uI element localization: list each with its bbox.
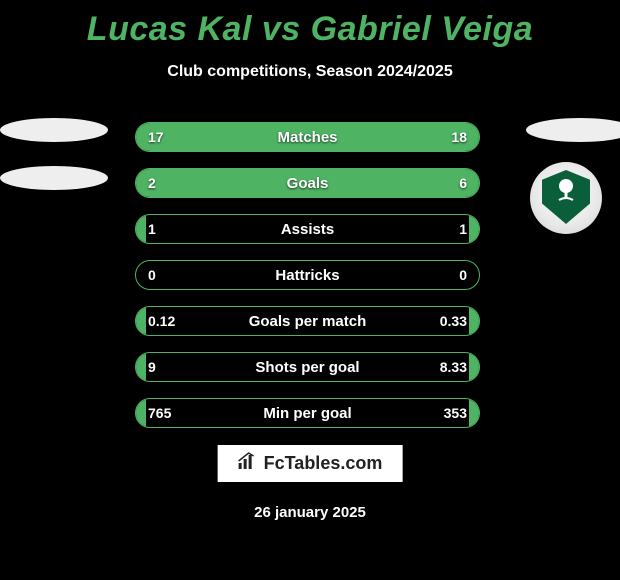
bar-right bbox=[469, 399, 479, 427]
stat-value-left: 765 bbox=[148, 399, 171, 427]
page-title: Lucas Kal vs Gabriel Veiga bbox=[0, 0, 620, 49]
stat-row-matches: 17 Matches 18 bbox=[135, 122, 480, 152]
bar-left bbox=[136, 215, 146, 243]
stat-row-goals: 2 Goals 6 bbox=[135, 168, 480, 198]
bar-left bbox=[136, 169, 222, 197]
stat-row-hattricks: 0 Hattricks 0 bbox=[135, 260, 480, 290]
player1-badge-placeholder bbox=[0, 118, 108, 142]
stat-row-mpg: 765 Min per goal 353 bbox=[135, 398, 480, 428]
stat-label: Assists bbox=[136, 215, 479, 243]
stat-value-right: 353 bbox=[444, 399, 467, 427]
stat-row-spg: 9 Shots per goal 8.33 bbox=[135, 352, 480, 382]
chart-icon bbox=[238, 451, 258, 476]
stat-label: Hattricks bbox=[136, 261, 479, 289]
bar-left bbox=[136, 123, 301, 151]
stat-label: Min per goal bbox=[136, 399, 479, 427]
footer-date: 26 january 2025 bbox=[0, 504, 620, 521]
stat-label: Goals per match bbox=[136, 307, 479, 335]
stat-value-right: 0 bbox=[459, 261, 467, 289]
bar-left bbox=[136, 307, 146, 335]
right-badges bbox=[512, 118, 620, 234]
bar-left bbox=[136, 399, 146, 427]
stat-row-assists: 1 Assists 1 bbox=[135, 214, 480, 244]
brand-footer[interactable]: FcTables.com bbox=[218, 445, 403, 482]
stat-value-left: 0 bbox=[148, 261, 156, 289]
stat-value-right: 1 bbox=[459, 215, 467, 243]
crest-emblem bbox=[555, 178, 577, 204]
bar-right bbox=[301, 123, 479, 151]
stat-value-right: 0.33 bbox=[440, 307, 467, 335]
stat-row-gpm: 0.12 Goals per match 0.33 bbox=[135, 306, 480, 336]
stats-container: 17 Matches 18 2 Goals 6 1 Assists 1 0 Ha… bbox=[135, 122, 480, 444]
bar-left bbox=[136, 353, 146, 381]
subtitle: Club competitions, Season 2024/2025 bbox=[0, 63, 620, 81]
player2-club-crest bbox=[512, 162, 584, 234]
brand-text: FcTables.com bbox=[264, 453, 383, 474]
bar-right bbox=[469, 215, 479, 243]
bar-right bbox=[222, 169, 479, 197]
stat-value-right: 8.33 bbox=[440, 353, 467, 381]
player2-badge-placeholder bbox=[526, 118, 620, 142]
bar-right bbox=[469, 307, 479, 335]
bar-right bbox=[469, 353, 479, 381]
left-badges bbox=[0, 118, 108, 214]
stat-value-left: 9 bbox=[148, 353, 156, 381]
stat-value-left: 1 bbox=[148, 215, 156, 243]
player1-club-placeholder bbox=[0, 166, 108, 190]
stat-value-left: 0.12 bbox=[148, 307, 175, 335]
stat-label: Shots per goal bbox=[136, 353, 479, 381]
